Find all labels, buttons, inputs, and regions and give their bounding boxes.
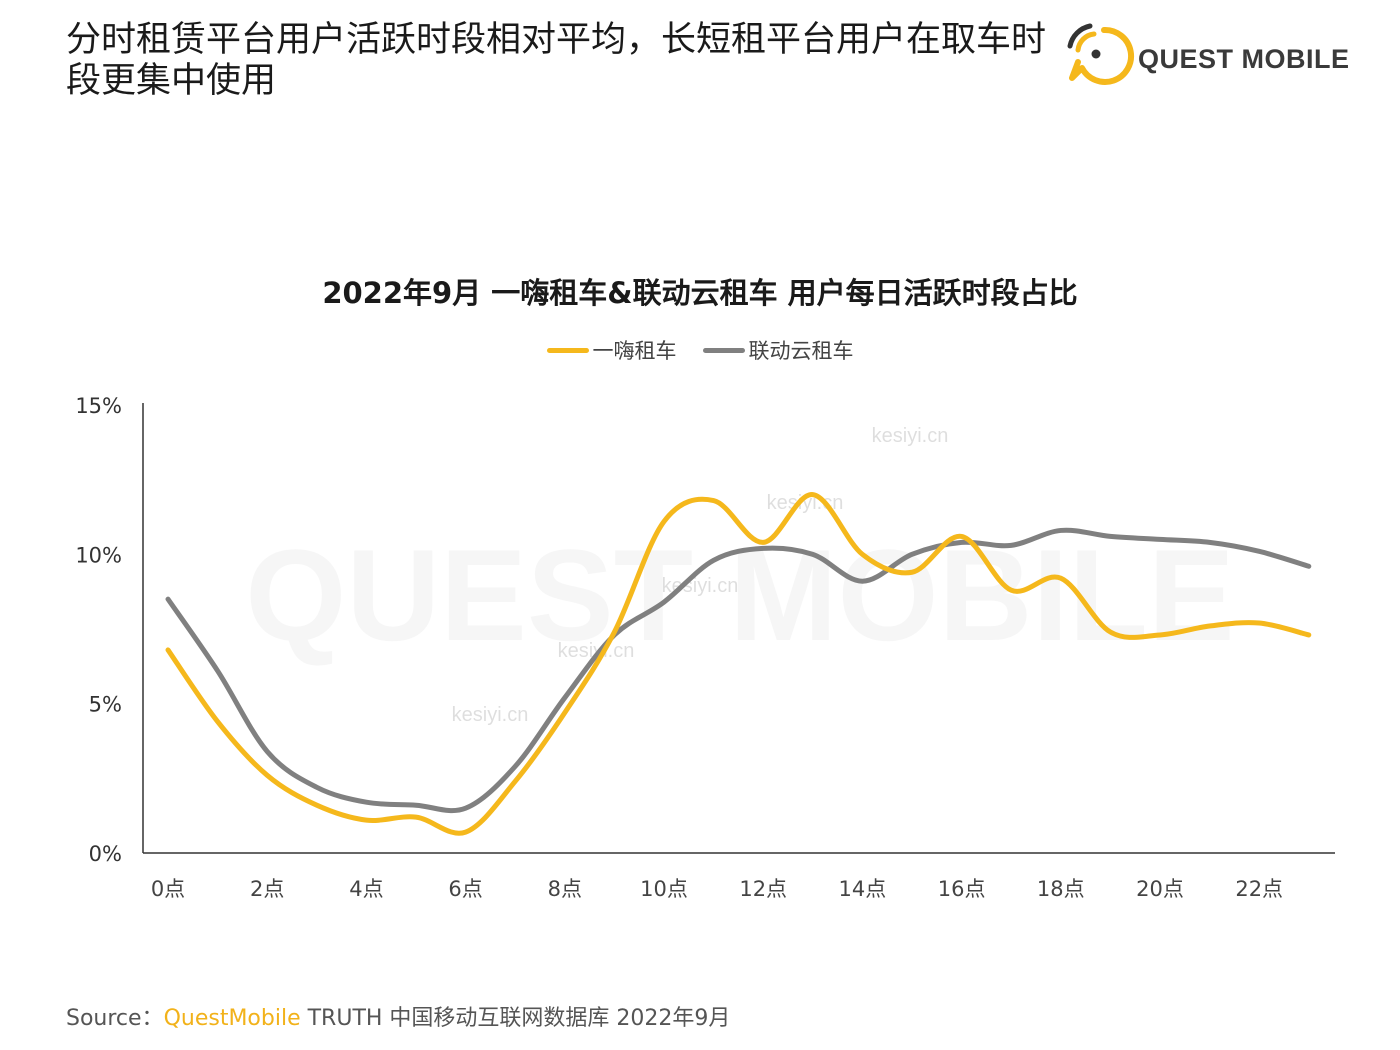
chart-title: 2022年9月 一嗨租车&联动云租车 用户每日活跃时段占比 bbox=[322, 276, 1078, 310]
watermark-site-text: kesiyi.cn bbox=[452, 704, 529, 726]
x-tick-label: 12点 bbox=[739, 877, 787, 901]
x-tick-label: 2点 bbox=[250, 877, 284, 901]
questmobile-logo-icon bbox=[1067, 23, 1135, 85]
watermark-site-text: kesiyi.cn bbox=[767, 492, 844, 514]
x-tick-label: 14点 bbox=[839, 877, 887, 901]
source-rest: TRUTH 中国移动互联网数据库 2022年9月 bbox=[300, 1006, 731, 1031]
watermark-site-text: kesiyi.cn bbox=[558, 640, 635, 662]
chart-legend: 一嗨租车 联动云租车 bbox=[0, 335, 1400, 365]
watermark-brand-text: QUEST MOBILE bbox=[245, 522, 1234, 668]
legend-item-series-1: 一嗨租车 bbox=[546, 335, 677, 365]
x-tick-label: 18点 bbox=[1037, 877, 1085, 901]
x-tick-label: 10点 bbox=[640, 877, 688, 901]
legend-label-series-1: 一嗨租车 bbox=[592, 339, 677, 363]
source-brand: QuestMobile bbox=[163, 1006, 301, 1031]
y-tick-label: 15% bbox=[75, 394, 122, 418]
x-tick-label: 22点 bbox=[1235, 877, 1283, 901]
legend-swatch-series-1 bbox=[546, 347, 589, 353]
page-title: 分时租赁平台用户活跃时段相对平均，长短租平台用户在取车时段更集中使用 bbox=[66, 20, 1047, 101]
legend-swatch-series-2 bbox=[702, 347, 745, 353]
questmobile-logo-text: QUEST MOBILE bbox=[1138, 44, 1350, 74]
y-tick-label: 10% bbox=[75, 543, 122, 567]
x-tick-label: 6点 bbox=[448, 877, 482, 901]
watermark-site-text: kesiyi.cn bbox=[872, 425, 949, 447]
x-tick-label: 20点 bbox=[1136, 877, 1184, 901]
chart-axes: 0% 5% 10% 15% 0点 2点 4点 6点 8点 10点 12点 14点 16点 18点 20点 22… bbox=[75, 394, 1335, 901]
watermark: QUEST MOBILEkesiyi.cnkesiyi.cnkesiyi.cnk… bbox=[245, 425, 1234, 726]
source-note: Source：QuestMobile TRUTH 中国移动互联网数据库 2022… bbox=[66, 1000, 730, 1032]
x-tick-label: 4点 bbox=[349, 877, 383, 901]
legend-label-series-2: 联动云租车 bbox=[748, 339, 854, 363]
questmobile-logo: QUEST MOBILE bbox=[1060, 16, 1350, 86]
x-tick-label: 0点 bbox=[151, 877, 185, 901]
chart-series bbox=[165, 492, 1312, 836]
x-tick-label: 16点 bbox=[938, 877, 986, 901]
watermark-site-text: kesiyi.cn bbox=[662, 575, 739, 597]
y-tick-label: 5% bbox=[89, 693, 122, 717]
legend-item-series-2: 联动云租车 bbox=[702, 335, 854, 365]
source-label: Source： bbox=[66, 1006, 164, 1031]
y-tick-label: 0% bbox=[89, 842, 122, 866]
x-tick-label: 8点 bbox=[548, 877, 582, 901]
